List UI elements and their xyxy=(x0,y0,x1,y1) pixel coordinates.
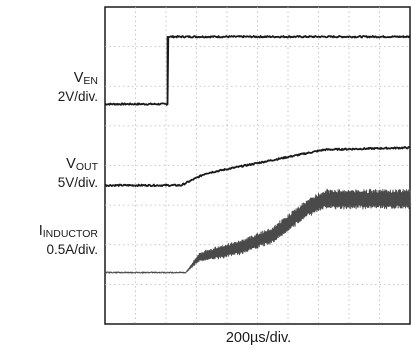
vout-scale: 5V/div. xyxy=(57,175,98,190)
trace-iinductor xyxy=(104,188,411,274)
trace-vout xyxy=(104,146,411,187)
vout-label: VOUT 5V/div. xyxy=(57,156,98,191)
trace-ven xyxy=(104,35,411,106)
grid-lines xyxy=(105,7,410,324)
iinductor-label: IINDUCTOR 0.5A/div. xyxy=(38,223,98,258)
ven-scale: 2V/div. xyxy=(57,89,98,104)
iinductor-scale: 0.5A/div. xyxy=(46,242,98,257)
ven-label: VEN 2V/div. xyxy=(57,70,98,105)
traces xyxy=(104,35,411,274)
timebase-label: 200µs/div. xyxy=(225,330,292,346)
